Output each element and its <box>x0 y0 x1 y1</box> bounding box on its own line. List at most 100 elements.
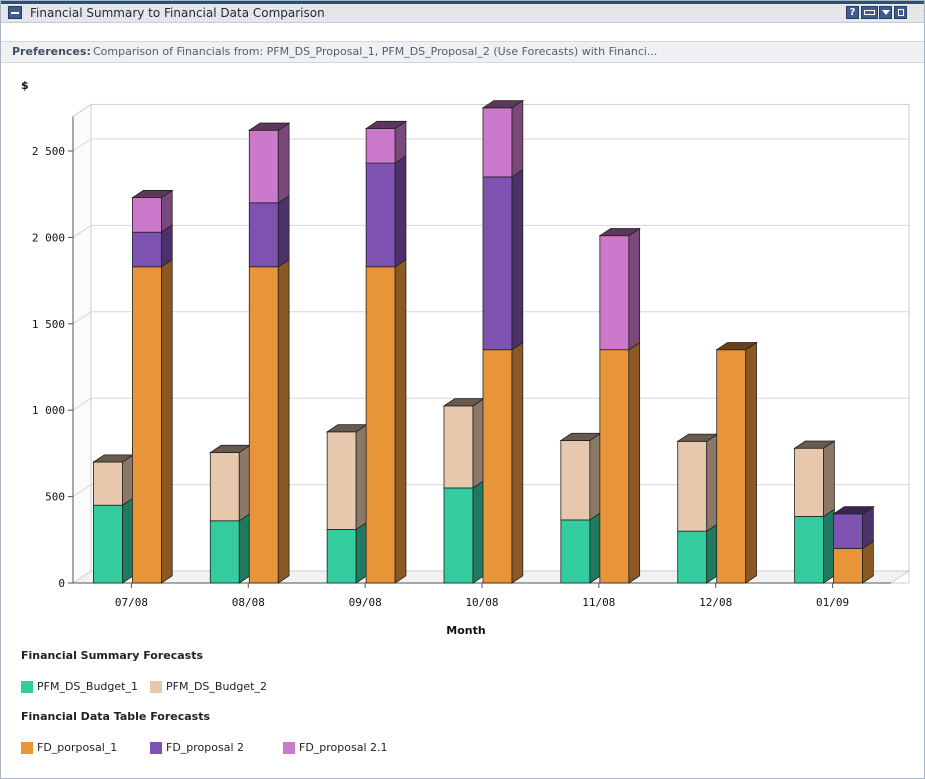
legend-label: FD_porposal_1 <box>37 741 118 754</box>
bar-side <box>745 341 757 584</box>
legend-swatch <box>283 742 295 754</box>
bar-side <box>394 258 407 584</box>
bar-front <box>365 266 396 584</box>
bar-front <box>599 349 630 584</box>
legend-swatch <box>150 742 162 754</box>
bar-side <box>706 523 718 584</box>
bar-side <box>706 433 718 532</box>
bar-front <box>132 231 162 268</box>
bar-side <box>238 512 251 584</box>
bar-front <box>326 529 357 584</box>
gridline <box>72 138 92 152</box>
bar-front <box>560 440 591 521</box>
x-tick-label: 11/08 <box>582 596 615 609</box>
bar-side <box>277 122 290 204</box>
bar-front <box>716 349 747 584</box>
gridline <box>72 311 92 325</box>
side-wall <box>72 103 92 584</box>
bar-chart: $ Month 0 500 1 000 1 500 2 000 2 500 07/08 08/… <box>21 79 911 635</box>
bar-front <box>443 487 474 584</box>
bar-top <box>131 190 174 199</box>
bar-front <box>482 176 513 351</box>
x-tick-label: 08/08 <box>232 596 265 609</box>
legend-label: FD_proposal 2 <box>166 741 245 754</box>
preferences-text: Comparison of Financials from: PFM_DS_Pr… <box>93 45 658 58</box>
bar-side <box>238 444 251 522</box>
bar-front <box>326 431 357 530</box>
bar-front <box>560 519 591 584</box>
bar-side <box>823 508 835 584</box>
x-tick-label: 09/08 <box>349 596 382 609</box>
bar-top <box>598 228 641 237</box>
bar-front <box>794 516 824 584</box>
bar-front <box>365 128 396 164</box>
bar-side <box>823 440 835 518</box>
legend-label: FD_proposal 2.1 <box>299 741 388 754</box>
bar-side <box>628 341 641 584</box>
portlet-titlebar: Financial Summary to Financial Data Comp… <box>1 1 924 23</box>
bar-front <box>443 405 474 489</box>
bar-side <box>277 194 290 268</box>
legend-swatch <box>21 742 33 754</box>
maximize-icon[interactable] <box>894 6 907 19</box>
preferences-label: Preferences: <box>12 45 91 58</box>
bar-front <box>132 197 162 233</box>
x-tick-label: 12/08 <box>699 596 732 609</box>
bar-top <box>247 122 291 131</box>
bar-front <box>599 235 630 351</box>
bar-side <box>122 497 134 584</box>
legend-swatch <box>150 681 162 693</box>
dropdown-icon[interactable] <box>879 6 892 19</box>
y-tick-label: 1 500 <box>32 318 65 331</box>
y-axis-label: $ <box>21 79 29 92</box>
bar-front <box>677 440 708 532</box>
legend-group-title: Financial Data Table Forecasts <box>21 710 210 723</box>
bar-front <box>248 202 279 268</box>
bar-front <box>794 447 824 517</box>
bar-top <box>715 342 758 351</box>
bar-front <box>248 266 279 584</box>
bar-front <box>248 129 279 204</box>
gridline <box>72 397 92 411</box>
portlet-title: Financial Summary to Financial Data Comp… <box>30 6 325 20</box>
window-icon[interactable] <box>861 6 878 19</box>
x-tick-label: 10/08 <box>465 596 498 609</box>
legend-label: PFM_DS_Budget_1 <box>37 680 138 693</box>
bar-front <box>132 266 162 584</box>
bar-front <box>93 504 123 584</box>
bar-front <box>209 452 240 522</box>
y-tick-label: 1 000 <box>32 404 65 417</box>
bar-side <box>122 454 134 506</box>
y-tick-label: 2 500 <box>32 145 65 158</box>
bar-side <box>511 341 524 584</box>
preferences-bar: Preferences: Comparison of Financials fr… <box>1 41 924 63</box>
collapse-icon[interactable] <box>8 6 22 19</box>
bar-front <box>482 107 513 178</box>
bar-side <box>589 432 602 521</box>
bar-top <box>793 440 836 449</box>
bar-top <box>832 506 875 515</box>
help-icon[interactable]: ? <box>846 6 859 19</box>
bar-top <box>481 100 525 109</box>
bar-front <box>482 349 513 584</box>
legend-swatch <box>21 681 33 693</box>
bar-side <box>472 480 485 584</box>
x-tick-label: 07/08 <box>115 596 148 609</box>
gridline <box>72 484 92 498</box>
y-tick-label: 500 <box>45 491 65 504</box>
bar-front <box>209 520 240 584</box>
y-tick-label: 0 <box>58 577 65 590</box>
x-axis-label: Month <box>446 624 485 635</box>
legend-label: PFM_DS_Budget_2 <box>166 680 267 693</box>
gridline <box>72 224 92 238</box>
bar-side <box>589 511 602 584</box>
bar-front <box>833 513 863 549</box>
bar-front <box>833 548 863 584</box>
bar-front <box>93 461 123 506</box>
bar-side <box>355 423 368 531</box>
bar-side <box>161 258 173 584</box>
plot-area: 0 500 1 000 1 500 2 000 2 500 07/08 08/08 09/08 1… <box>32 99 911 609</box>
bar-side <box>355 521 368 584</box>
bar-side <box>628 227 641 351</box>
